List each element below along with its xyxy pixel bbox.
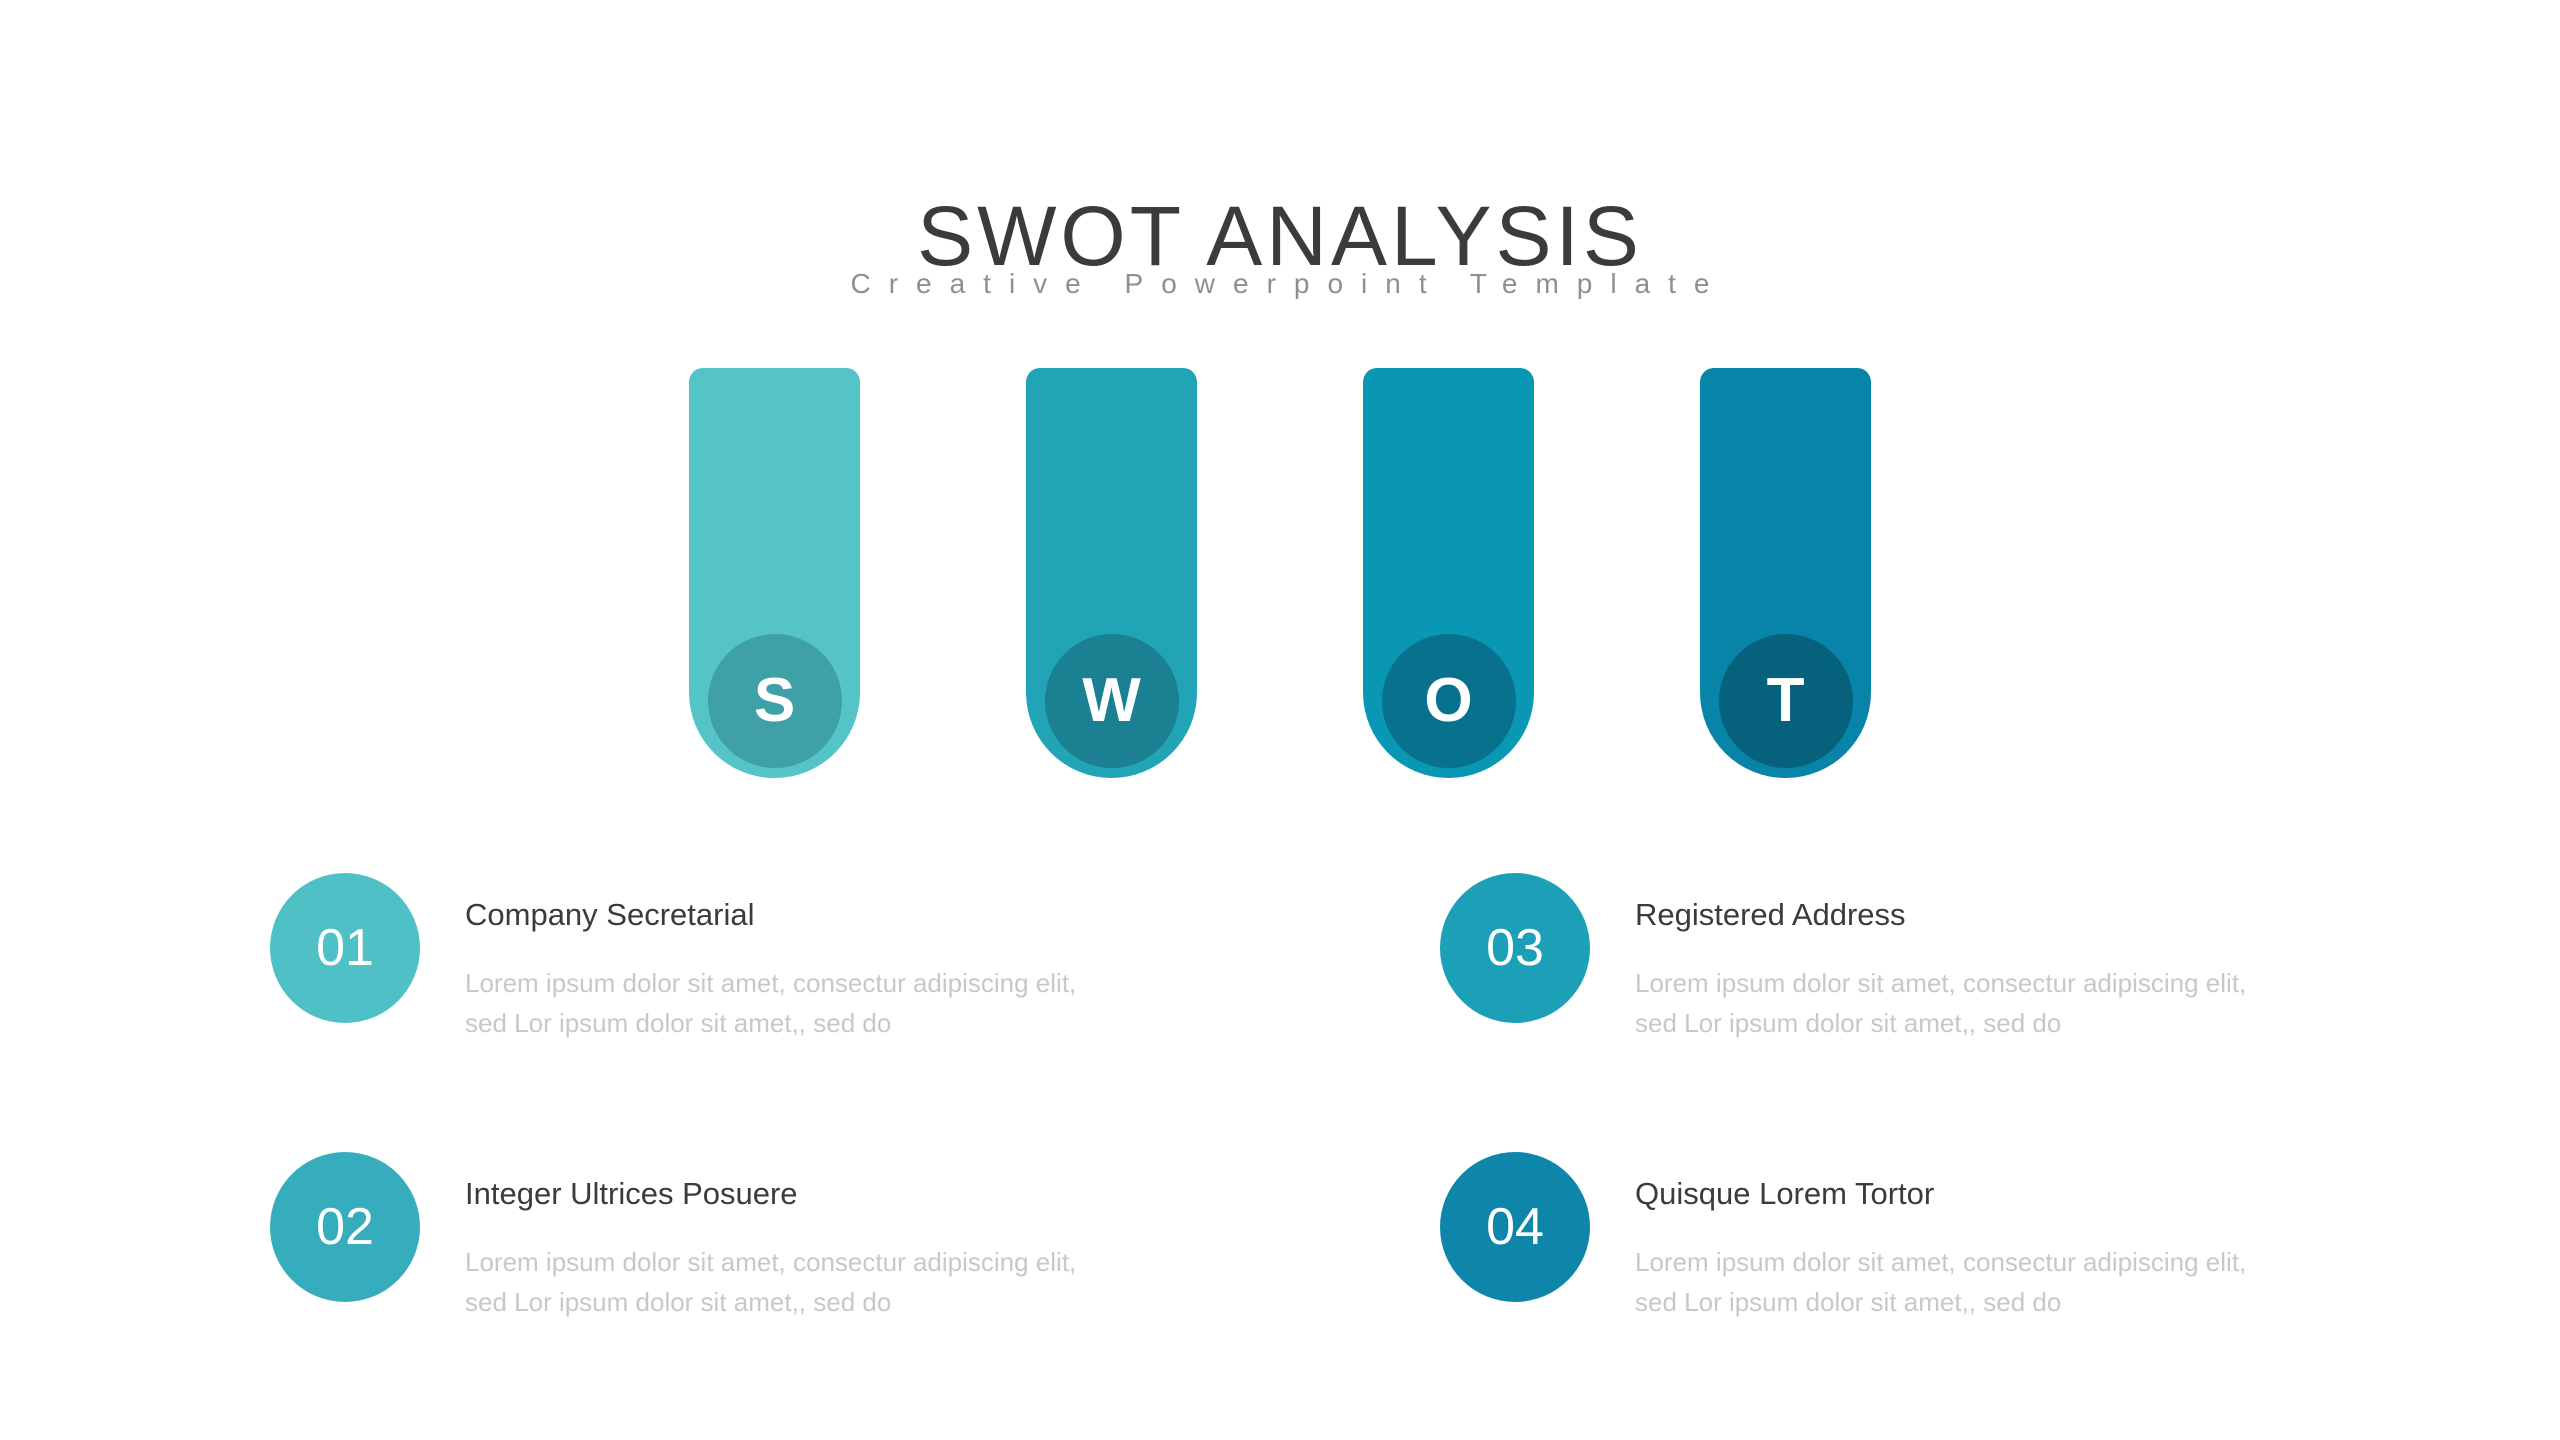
- swot-item-03: 03 Registered Address Lorem ipsum dolor …: [1440, 873, 2435, 1043]
- item-number-badge-03: 03: [1440, 873, 1590, 1023]
- item-body-line: sed Lor ipsum dolor sit amet,, sed do: [465, 1287, 892, 1317]
- swot-column-strengths: S: [689, 368, 860, 778]
- item-text-04: Quisque Lorem Tortor Lorem ipsum dolor s…: [1635, 1152, 2435, 1322]
- item-number-02: 02: [316, 1198, 374, 1256]
- page-title: SWOT ANALYSIS: [917, 189, 1643, 284]
- item-body-line: Lorem ipsum dolor sit amet, consectur ad…: [1635, 1247, 2247, 1277]
- swot-letter-badge-t: T: [1718, 634, 1853, 768]
- item-number-badge-04: 04: [1440, 1152, 1590, 1302]
- item-number-04: 04: [1486, 1198, 1544, 1256]
- swot-letter-badge-w: W: [1044, 634, 1179, 768]
- swot-column-opportunities: O: [1363, 368, 1534, 778]
- swot-column-threats: T: [1700, 368, 1871, 778]
- swot-letter-badge-s: S: [707, 634, 842, 768]
- item-body-03: Lorem ipsum dolor sit amet, consectur ad…: [1635, 963, 2435, 1043]
- item-title-03: Registered Address: [1635, 897, 1906, 932]
- item-text-02: Integer Ultrices Posuere Lorem ipsum dol…: [465, 1152, 1265, 1322]
- item-body-line: sed Lor ipsum dolor sit amet,, sed do: [1635, 1008, 2062, 1038]
- swot-letter-badge-o: O: [1381, 634, 1516, 768]
- item-title-02: Integer Ultrices Posuere: [465, 1176, 798, 1211]
- item-body-line: sed Lor ipsum dolor sit amet,, sed do: [465, 1008, 892, 1038]
- item-body-01: Lorem ipsum dolor sit amet, consectur ad…: [465, 963, 1265, 1043]
- swot-letter-o: O: [1424, 666, 1473, 735]
- item-body-line: sed Lor ipsum dolor sit amet,, sed do: [1635, 1287, 2062, 1317]
- item-number-badge-02: 02: [270, 1152, 420, 1302]
- item-body-line: Lorem ipsum dolor sit amet, consectur ad…: [1635, 968, 2247, 998]
- swot-letter-s: S: [753, 666, 796, 735]
- item-text-03: Registered Address Lorem ipsum dolor sit…: [1635, 873, 2435, 1043]
- item-body-line: Lorem ipsum dolor sit amet, consectur ad…: [465, 968, 1077, 998]
- swot-item-04: 04 Quisque Lorem Tortor Lorem ipsum dolo…: [1440, 1152, 2435, 1322]
- swot-item-01: 01 Company Secretarial Lorem ipsum dolor…: [270, 873, 1265, 1043]
- swot-item-02: 02 Integer Ultrices Posuere Lorem ipsum …: [270, 1152, 1265, 1322]
- item-number-badge-01: 01: [270, 873, 420, 1023]
- item-body-04: Lorem ipsum dolor sit amet, consectur ad…: [1635, 1242, 2435, 1322]
- swot-letter-w: W: [1082, 666, 1141, 735]
- swot-column-weaknesses: W: [1026, 368, 1197, 778]
- item-title-04: Quisque Lorem Tortor: [1635, 1176, 1935, 1211]
- swot-letter-t: T: [1766, 666, 1805, 735]
- item-number-01: 01: [316, 919, 374, 977]
- page-subtitle: Creative Powerpoint Template: [850, 268, 1728, 299]
- item-number-03: 03: [1486, 919, 1544, 977]
- item-text-01: Company Secretarial Lorem ipsum dolor si…: [465, 873, 1265, 1043]
- item-body-02: Lorem ipsum dolor sit amet, consectur ad…: [465, 1242, 1265, 1322]
- swot-columns: S W O T: [689, 368, 1871, 778]
- item-title-01: Company Secretarial: [465, 897, 755, 932]
- item-body-line: Lorem ipsum dolor sit amet, consectur ad…: [465, 1247, 1077, 1277]
